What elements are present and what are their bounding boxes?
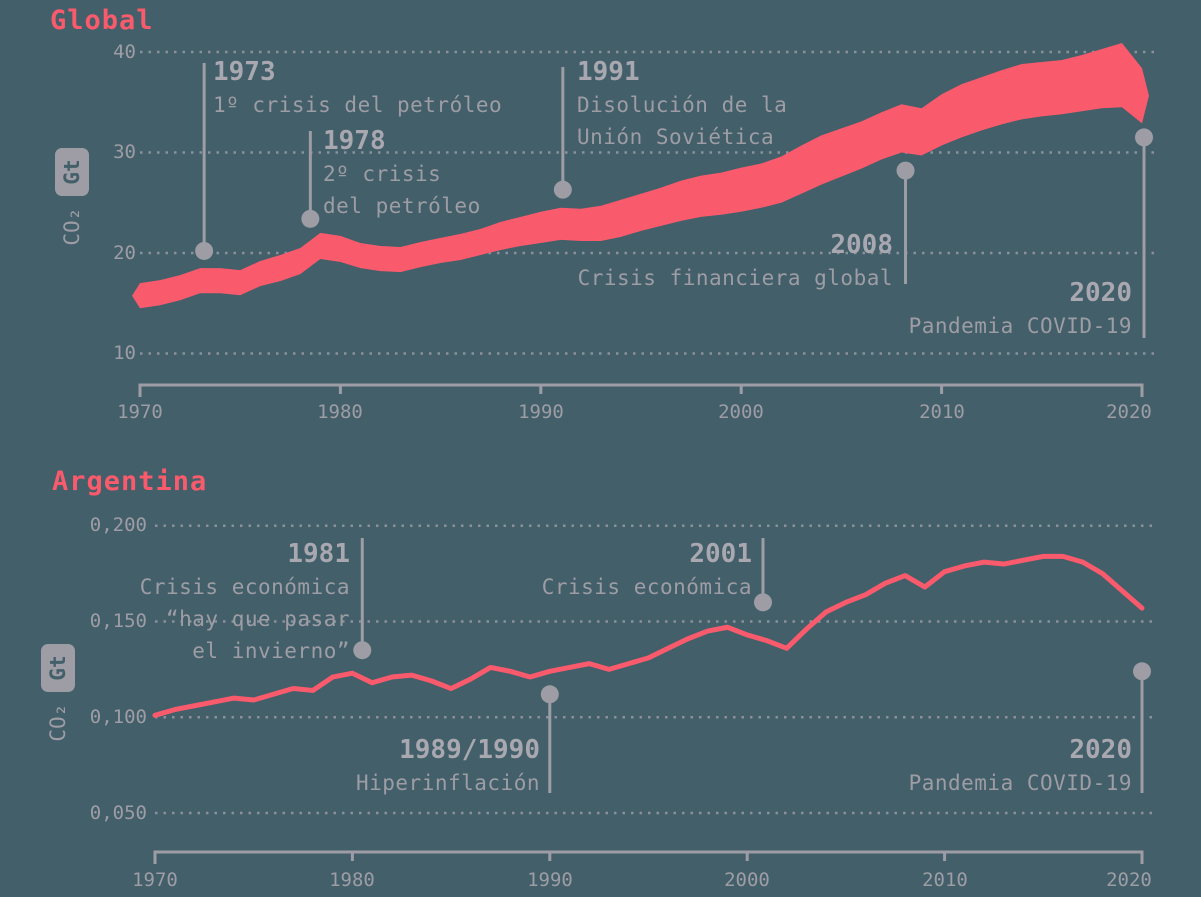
annotation-2001: 2001 Crisis económica	[542, 537, 752, 603]
annotation-year: 2020	[1069, 735, 1132, 765]
co2-label: CO₂	[60, 207, 84, 246]
annotation-2008: 2008 Crisis financiera global	[578, 228, 893, 294]
x-tick-label: 1990	[518, 401, 564, 423]
annotation-year: 1991	[577, 57, 640, 87]
annotation-year: 2001	[689, 539, 752, 569]
y-tick-label: 0,100	[89, 706, 147, 728]
chart-title-argentina: Argentina	[52, 466, 208, 497]
annotation-year: 2020	[1069, 278, 1132, 308]
annotation-text: del petróleo	[323, 194, 481, 218]
x-tick-label: 1980	[317, 401, 363, 423]
y-tick-label: 20	[113, 242, 136, 264]
x-tick-label: 2000	[718, 401, 764, 423]
y-tick-label: 0,150	[89, 610, 147, 632]
x-tick-label: 1980	[329, 869, 375, 891]
annotation-1978: 1978 2º crisis del petróleo	[323, 124, 481, 222]
annotation-1991: 1991 Disolución de la Unión Soviética	[577, 55, 787, 153]
annotation-year: 1981	[287, 539, 350, 569]
annotation-2020-argentina: 2020 Pandemia COVID-19	[909, 733, 1132, 799]
x-tick-label: 1970	[132, 869, 178, 891]
x-tick-label: 1970	[117, 401, 163, 423]
annotation-text: 1º crisis del petróleo	[213, 93, 503, 117]
annotation-year: 1989/1990	[399, 735, 540, 765]
annotation-year: 2008	[830, 230, 893, 260]
annotation-year: 1978	[323, 126, 386, 156]
y-tick-label: 0,200	[89, 514, 147, 536]
annotation-1973: 1973 1º crisis del petróleo	[213, 55, 502, 121]
y-tick-label: 40	[113, 41, 136, 63]
annotation-year: 1973	[213, 57, 276, 87]
chart-title-global: Global	[50, 5, 154, 36]
annotation-text: Pandemia COVID-19	[908, 314, 1132, 338]
y-tick-label: 10	[113, 342, 136, 364]
x-tick-label: 1990	[527, 869, 573, 891]
annotation-text: Crisis económica	[139, 575, 350, 599]
y-axis-unit-argentina: CO₂ Gt	[35, 623, 81, 763]
annotation-2020-global: 2020 Pandemia COVID-19	[909, 276, 1132, 342]
annotation-text: Unión Soviética	[577, 125, 775, 149]
annotation-1981: 1981 Crisis económica “hay que pasar el …	[140, 537, 350, 667]
annotation-text: “hay que pasar	[165, 607, 350, 631]
x-tick-label: 2000	[724, 869, 770, 891]
annotation-text: 2º crisis	[323, 162, 442, 186]
annotation-text: Disolución de la	[577, 93, 788, 117]
annotation-1989-1990: 1989/1990 Hiperinflación	[356, 733, 540, 799]
unit-badge-gt: Gt	[41, 644, 75, 692]
annotation-text: Pandemia COVID-19	[908, 771, 1132, 795]
x-tick-label: 2020	[1106, 401, 1152, 423]
x-tick-label: 2020	[1106, 869, 1152, 891]
y-tick-label: 30	[113, 141, 136, 163]
x-tick-label: 2010	[922, 869, 968, 891]
annotation-text: Hiperinflación	[355, 771, 540, 795]
x-tick-label: 2010	[919, 401, 965, 423]
annotation-text: Crisis económica	[541, 575, 752, 599]
annotation-text: Crisis financiera global	[577, 266, 893, 290]
y-tick-label: 0,050	[89, 802, 147, 824]
annotation-text: el invierno”	[192, 639, 350, 663]
